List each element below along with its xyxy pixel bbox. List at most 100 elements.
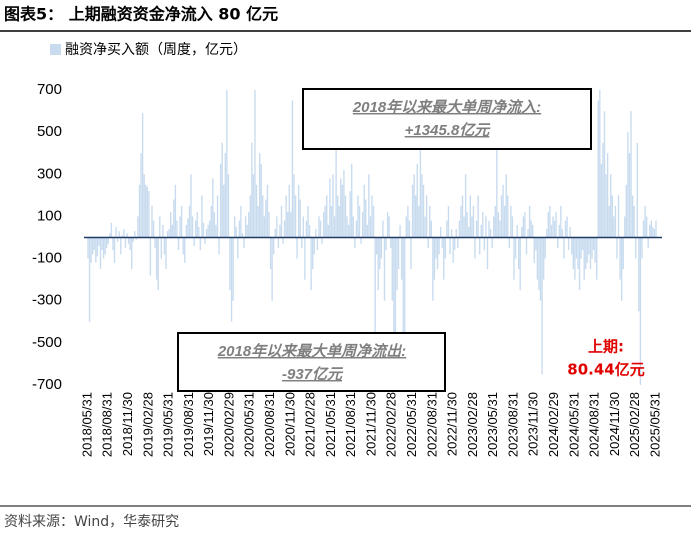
x-tick-label: 2021/08/31 <box>343 392 358 457</box>
y-tick-label: 500 <box>37 123 62 140</box>
bar <box>578 237 581 291</box>
bar <box>608 205 610 238</box>
x-tick-label: 2020/08/31 <box>262 392 277 457</box>
x-tick-label: 2022/02/28 <box>384 392 399 457</box>
bar <box>571 237 573 255</box>
bar <box>413 174 415 238</box>
bar <box>485 216 487 238</box>
bar <box>262 195 264 238</box>
bar <box>184 237 186 263</box>
bar <box>525 237 528 255</box>
bar <box>519 237 521 291</box>
bar <box>152 220 155 238</box>
bar <box>151 205 153 238</box>
bar <box>333 216 336 238</box>
bar <box>149 237 152 276</box>
bar <box>315 229 317 238</box>
bar <box>463 216 465 238</box>
bar <box>474 237 476 259</box>
annotation: 80.44亿元 <box>567 361 644 379</box>
x-tick-label: 2023/02/28 <box>465 392 480 457</box>
bar <box>137 216 139 238</box>
bar <box>458 220 461 238</box>
bar <box>610 174 612 238</box>
bar <box>243 237 245 249</box>
bar <box>644 205 646 238</box>
bar <box>385 237 387 251</box>
bar <box>146 186 148 238</box>
bar <box>482 212 484 238</box>
bar <box>390 237 392 249</box>
bar <box>140 153 142 238</box>
bar <box>653 229 656 238</box>
y-tick-label: -100 <box>32 250 62 267</box>
bar <box>132 237 134 242</box>
x-tick-label: 2021/02/28 <box>303 392 318 457</box>
bar <box>411 184 414 238</box>
bar <box>293 174 295 238</box>
bar <box>452 237 454 263</box>
bar <box>538 237 540 291</box>
bar <box>254 90 256 238</box>
bar <box>238 220 241 238</box>
bar <box>432 237 434 301</box>
bar <box>170 212 172 238</box>
bar <box>269 237 272 270</box>
bar <box>600 163 603 238</box>
bar <box>120 237 122 255</box>
bar <box>221 142 223 238</box>
bar <box>257 205 259 238</box>
bar <box>224 153 227 238</box>
bar <box>363 184 365 238</box>
bar <box>330 205 333 238</box>
bar <box>410 237 412 270</box>
x-tick-label: 2024/05/31 <box>566 392 581 457</box>
bar <box>155 237 158 280</box>
bar <box>351 163 353 238</box>
bar <box>283 220 286 238</box>
bar <box>418 205 420 238</box>
bar <box>539 237 542 301</box>
bar <box>549 205 551 238</box>
bar <box>209 220 211 238</box>
bar <box>166 231 169 238</box>
bar <box>552 216 554 238</box>
bar <box>488 220 490 238</box>
bar <box>472 205 475 238</box>
bar <box>419 132 422 238</box>
bar <box>148 191 150 238</box>
x-tick-label: 2019/02/28 <box>140 392 155 457</box>
bar <box>134 231 136 238</box>
bar <box>246 224 248 238</box>
bar <box>109 233 111 238</box>
bar <box>597 100 599 238</box>
bar <box>93 237 95 251</box>
x-tick-label: 2025/02/28 <box>627 392 642 457</box>
bar <box>124 237 127 249</box>
bar <box>276 216 278 238</box>
bar <box>201 195 203 238</box>
bar <box>141 113 144 238</box>
bar <box>191 216 194 238</box>
bar <box>436 237 439 270</box>
bar <box>272 237 275 255</box>
bar <box>556 237 559 249</box>
bar <box>98 237 100 246</box>
bar <box>174 184 177 238</box>
bar <box>88 237 91 322</box>
bar <box>372 205 375 238</box>
bar <box>433 237 436 280</box>
bar <box>193 237 195 246</box>
bar <box>366 224 369 238</box>
bar <box>129 237 131 251</box>
x-tick-label: 2024/02/29 <box>546 392 561 457</box>
bar <box>199 237 202 251</box>
bar <box>374 237 376 333</box>
bar <box>226 90 228 238</box>
bar <box>427 237 429 249</box>
bar <box>614 205 617 238</box>
bar <box>464 174 467 238</box>
bar <box>294 195 297 238</box>
bar <box>106 237 108 249</box>
bar <box>215 224 217 238</box>
